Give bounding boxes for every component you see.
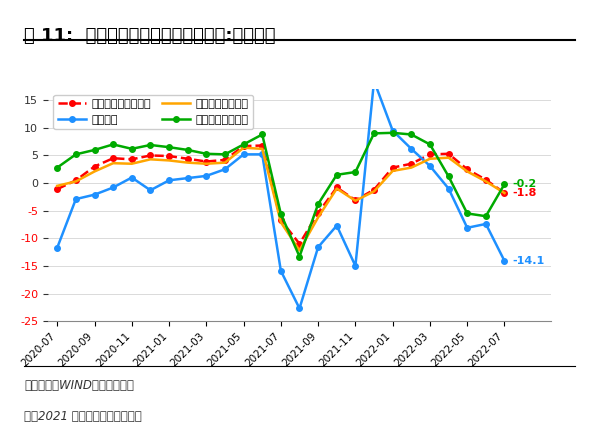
Text: -1.8: -1.8 <box>512 188 536 198</box>
Text: -14.1: -14.1 <box>512 256 544 266</box>
Text: -0.2: -0.2 <box>512 179 536 189</box>
Text: 图 11:  社会消费品零售总额及其分项:当月同比: 图 11: 社会消费品零售总额及其分项:当月同比 <box>24 27 276 45</box>
Text: 注：2021 年数据为两年平均增速: 注：2021 年数据为两年平均增速 <box>24 410 142 423</box>
Text: 资料来源：WIND，财信研究院: 资料来源：WIND，财信研究院 <box>24 379 134 392</box>
Legend: 社会消费品零售总额, 餐饮收入, 限额以下商品零售, 限额以上商品零售: 社会消费品零售总额, 餐饮收入, 限额以下商品零售, 限额以上商品零售 <box>53 95 253 129</box>
